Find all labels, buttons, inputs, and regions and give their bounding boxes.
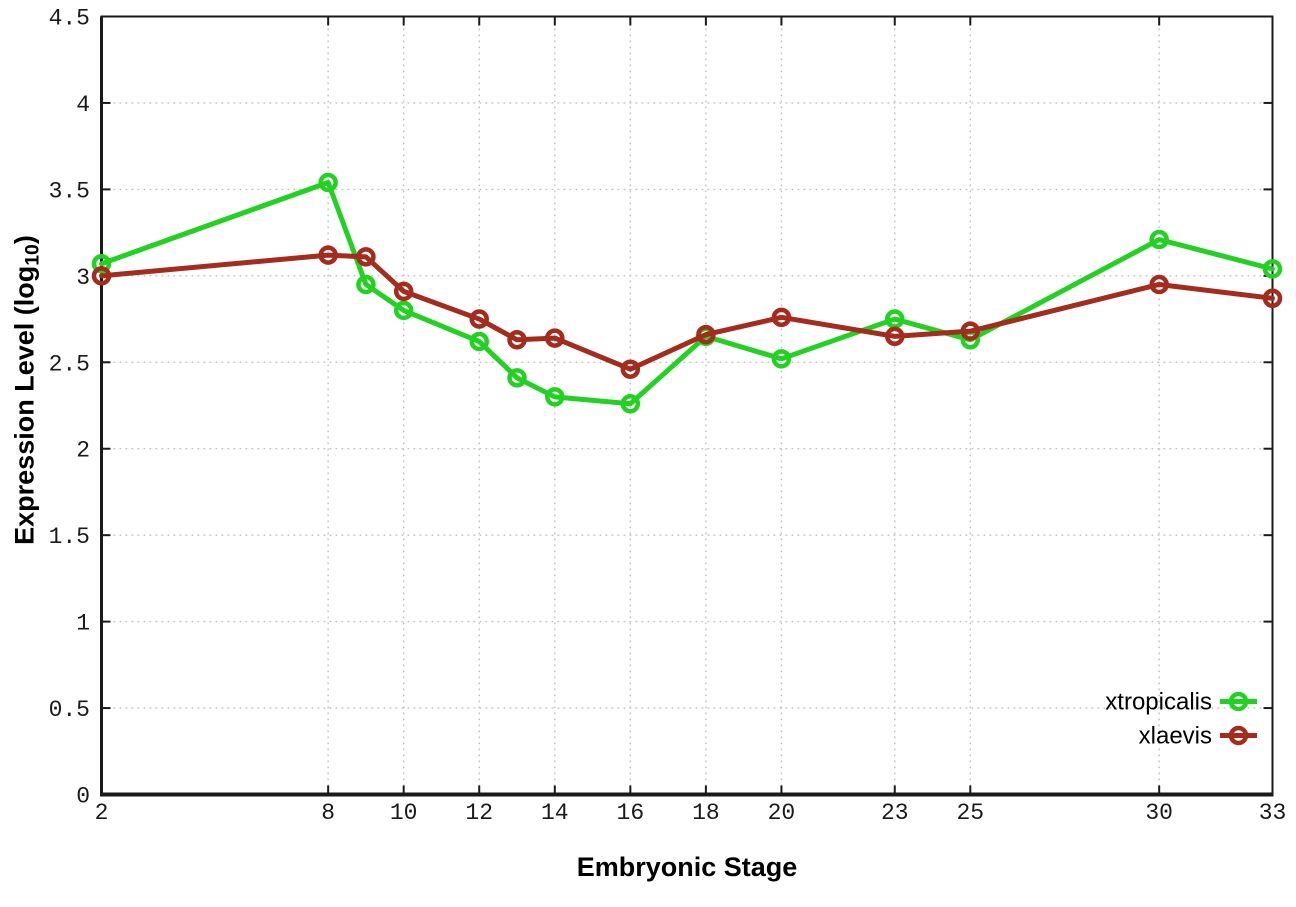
legend-label-xtropicalis: xtropicalis bbox=[1105, 689, 1212, 716]
marker-xtropicalis bbox=[469, 331, 489, 352]
legend-label-xlaevis: xlaevis bbox=[1139, 723, 1212, 750]
marker-xlaevis bbox=[469, 309, 489, 329]
marker-xtropicalis bbox=[318, 172, 338, 193]
marker-xtropicalis bbox=[545, 387, 565, 407]
x-tick-label: 33 bbox=[1259, 800, 1287, 826]
y-tick-label: 2.5 bbox=[49, 351, 90, 377]
x-tick-label: 10 bbox=[390, 800, 418, 826]
marker-xlaevis bbox=[696, 324, 716, 345]
marker-xtropicalis bbox=[1149, 229, 1169, 250]
x-tick-label: 14 bbox=[541, 800, 569, 826]
y-axis-title-text: Expression Level (log bbox=[9, 265, 40, 545]
y-axis-title-subscript: 10 bbox=[21, 244, 44, 266]
x-axis-title: Embryonic Stage bbox=[576, 852, 798, 882]
x-tick-label: 20 bbox=[768, 800, 796, 826]
y-axis-title-suffix: ) bbox=[9, 235, 40, 245]
marker-xtropicalis bbox=[393, 300, 414, 321]
y-tick-label: 4.5 bbox=[49, 6, 90, 32]
marker-xlaevis bbox=[1262, 288, 1283, 309]
y-tick-label: 1 bbox=[76, 611, 90, 637]
legend-sample-marker-xtropicalis bbox=[1228, 691, 1249, 712]
marker-xlaevis bbox=[620, 359, 641, 379]
marker-xlaevis bbox=[507, 330, 527, 350]
marker-xlaevis bbox=[545, 328, 565, 348]
y-tick-label: 3.5 bbox=[49, 178, 90, 204]
marker-xtropicalis bbox=[771, 349, 792, 369]
marker-xlaevis bbox=[91, 266, 112, 286]
x-tick-label: 12 bbox=[465, 800, 493, 826]
plot-border bbox=[100, 15, 1274, 796]
marker-xlaevis bbox=[1149, 274, 1169, 295]
marker-xlaevis bbox=[960, 321, 981, 341]
x-tick-label: 2 bbox=[95, 800, 109, 826]
marker-xtropicalis bbox=[620, 394, 641, 414]
marker-xlaevis bbox=[356, 247, 376, 267]
marker-xtropicalis bbox=[91, 253, 112, 274]
marker-xtropicalis bbox=[356, 274, 376, 295]
marker-xlaevis bbox=[393, 281, 414, 302]
legend-sample-marker-xlaevis bbox=[1228, 725, 1249, 746]
x-tick-label: 16 bbox=[617, 800, 645, 826]
marker-xtropicalis bbox=[1262, 259, 1283, 279]
y-tick-label: 3 bbox=[76, 265, 90, 291]
y-tick-label: 4 bbox=[76, 92, 90, 118]
marker-xlaevis bbox=[885, 326, 905, 347]
x-tick-label: 23 bbox=[881, 800, 909, 826]
y-axis-title: Expression Level (log10) bbox=[9, 235, 44, 545]
y-tick-label: 2 bbox=[76, 438, 90, 464]
marker-xlaevis bbox=[771, 307, 792, 328]
marker-xtropicalis bbox=[507, 368, 527, 388]
y-tick-label: 0 bbox=[76, 784, 90, 810]
series-line-xtropicalis bbox=[99, 179, 1275, 407]
y-tick-label: 1.5 bbox=[49, 524, 90, 550]
x-tick-label: 18 bbox=[692, 800, 720, 826]
x-tick-label: 8 bbox=[321, 800, 335, 826]
marker-xlaevis bbox=[318, 245, 338, 265]
x-tick-label: 25 bbox=[957, 800, 985, 826]
marker-xtropicalis bbox=[885, 309, 905, 329]
y-tick-label: 0.5 bbox=[49, 697, 90, 723]
x-tick-label: 30 bbox=[1145, 800, 1173, 826]
